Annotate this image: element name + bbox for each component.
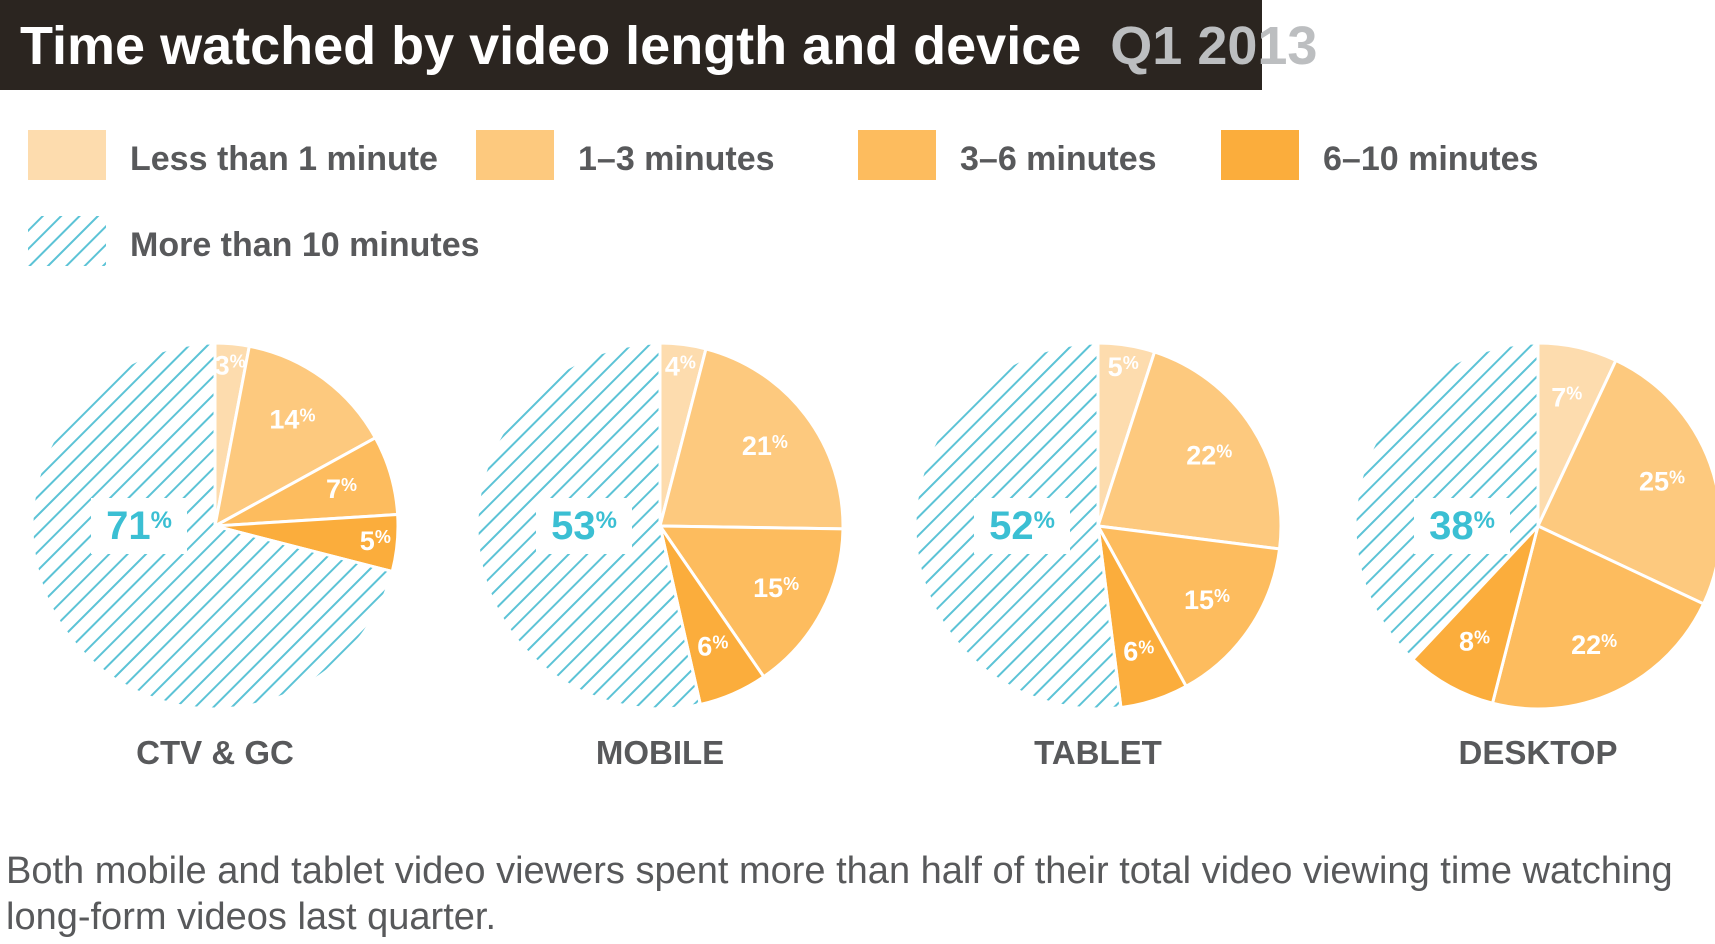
legend-label-less-than-1-minute: Less than 1 minute: [130, 140, 438, 178]
pie-charts: 3%14%7%5%71%CTV & GC4%21%15%6%53%MOBILE5…: [30, 341, 1715, 771]
slice-label-tablet-3-6-minutes: 15%: [1184, 585, 1230, 615]
legend-swatch-1-3-minutes: [476, 130, 554, 180]
pie-name-ctv-gc: CTV & GC: [136, 734, 294, 771]
legend: Less than 1 minute 1–3 minutes 3–6 minutes…: [28, 130, 1538, 266]
slice-label-desktop-6-10-minutes: 8%: [1459, 626, 1490, 656]
slice-label-ctv-gc-1-3-minutes: 14%: [269, 404, 315, 434]
slice-tablet-1-3-minutes: [1096, 350, 1283, 551]
chart-title: Time watched by video length and device: [20, 16, 1081, 76]
slice-label-ctv-gc-6-10-minutes: 5%: [360, 526, 391, 556]
slice-label-ctv-gc-less-than-1-minute: 3%: [215, 351, 246, 381]
legend-label-3-6-minutes: 3–6 minutes: [960, 140, 1157, 178]
slice-mobile-1-3-minutes: [658, 347, 845, 531]
pie-desktop: 7% 25% 22% 8% 38% DESKTOP: [1353, 341, 1715, 771]
slice-desktop-6-10-minutes: [1410, 524, 1540, 706]
slice-ctv-gc-1-3-minutes: [212, 344, 378, 529]
slice-label-mobile-6-10-minutes: 6%: [697, 632, 728, 662]
slice-label-tablet-6-10-minutes: 6%: [1123, 636, 1154, 666]
chart-title-highlight: Q1 2013: [1110, 16, 1317, 76]
legend-label-6-10-minutes: 6–10 minutes: [1323, 140, 1538, 178]
slice-label-ctv-gc-3-6-minutes: 7%: [326, 474, 357, 504]
pie-ctv-gc: 3% 14% 7%5% 71% CTV & GC: [30, 341, 400, 771]
legend-label-more-than-10-minutes: More than 10 minutes: [130, 226, 480, 264]
pie-mobile: 4% 21% 15% 6% 53% MOBILE: [475, 341, 845, 771]
slice-label-mobile-less-than-1-minute: 4%: [665, 351, 696, 381]
pie-tablet: 5% 22% 15% 6% 52% TABLET: [913, 341, 1283, 771]
slice-label-tablet-more-than-10-minutes: 52%: [989, 504, 1055, 548]
legend-swatch-less-than-1-minute: [28, 130, 106, 180]
slice-label-desktop-more-than-10-minutes: 38%: [1429, 504, 1495, 548]
slice-label-tablet-less-than-1-minute: 5%: [1108, 352, 1139, 382]
slice-label-desktop-1-3-minutes: 25%: [1639, 466, 1685, 496]
slice-label-mobile-more-than-10-minutes: 53%: [551, 504, 617, 548]
legend-swatch-6-10-minutes: [1221, 130, 1299, 180]
legend-swatch-3-6-minutes: [858, 130, 936, 180]
pie-name-desktop: DESKTOP: [1459, 734, 1618, 771]
slice-label-tablet-1-3-minutes: 22%: [1186, 440, 1232, 470]
chart-caption: Both mobile and tablet video viewers spe…: [6, 850, 1673, 938]
pie-name-mobile: MOBILE: [596, 734, 724, 771]
slice-mobile-3-6-minutes: [657, 524, 845, 679]
legend-label-1-3-minutes: 1–3 minutes: [578, 140, 775, 178]
slice-label-mobile-1-3-minutes: 21%: [742, 431, 788, 461]
slice-tablet-3-6-minutes: [1095, 524, 1282, 689]
slice-label-desktop-3-6-minutes: 22%: [1571, 630, 1617, 660]
slice-desktop-3-6-minutes: [1490, 523, 1706, 711]
pie-name-tablet: TABLET: [1034, 734, 1162, 771]
slice-label-desktop-less-than-1-minute: 7%: [1551, 382, 1582, 412]
slice-label-mobile-3-6-minutes: 15%: [753, 573, 799, 603]
legend-swatch-more-than-10-minutes: [28, 216, 106, 266]
slice-ctv-gc-more-than-10-minutes: [30, 341, 395, 711]
svg-text:Time watched by video length a: Time watched by video length and device …: [20, 16, 1317, 76]
slice-label-ctv-gc-more-than-10-minutes: 71%: [106, 504, 172, 548]
title-banner: [0, 0, 1262, 90]
